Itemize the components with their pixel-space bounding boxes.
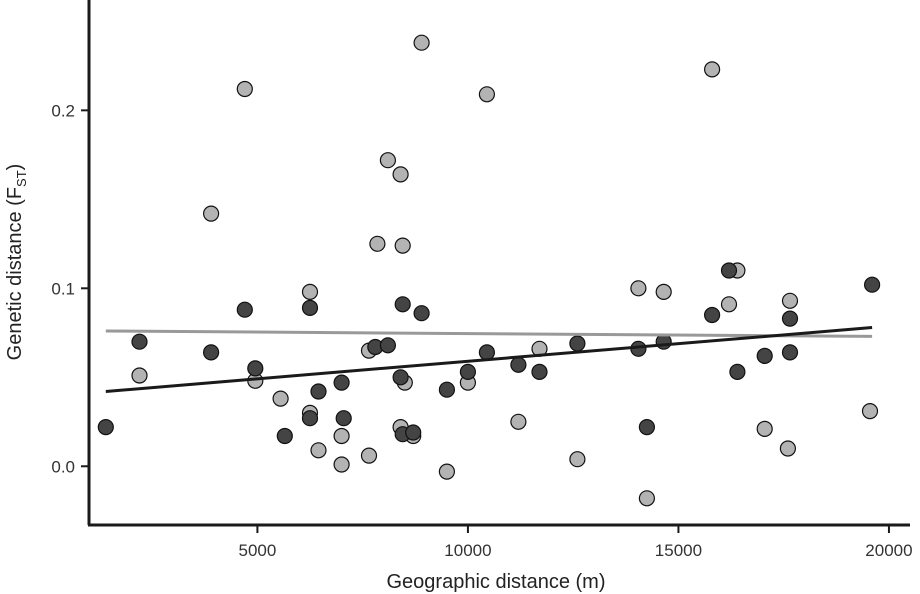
scatter-point-s1-8 [310,442,327,459]
scatter-point-s2-24 [569,335,586,352]
y-axis-title-close: ) [4,164,26,171]
scatter-point-s2-17 [405,424,422,441]
scatter-point-s2-6 [276,427,293,445]
scatter-point-s1-3 [236,80,253,98]
x-tick-label: 20000 [865,541,912,560]
scatter-point-s1-1 [131,367,148,384]
scatter-point-s2-30 [729,363,746,380]
scatter-point-s2-26 [638,419,656,436]
scatter-point-s2-18 [413,305,430,322]
scatter-point-s1-10 [333,456,350,473]
scatter-point-s2-31 [756,347,773,364]
scatter-point-s2-14 [392,369,409,386]
scatter-point-s1-26 [569,451,586,468]
scatter-point-s1-23 [478,86,495,103]
scatter-point-s1-33 [756,420,773,437]
scatter-point-s1-15 [392,166,409,183]
scatter-point-s1-29 [655,283,672,300]
scatter-point-s1-35 [781,292,799,309]
scatter-point-s2-23 [531,363,548,380]
y-axis-title-subscript: ST [14,170,29,187]
y-axis-title-main: Genetic distance (F [4,187,26,360]
scatter-point-s2-29 [720,262,738,279]
trend-line-1 [105,329,873,338]
scatter-point-s1-34 [779,440,797,457]
x-tick-label: 10000 [444,541,491,560]
scatter-point-s1-21 [438,463,455,480]
scatter-point-s1-11 [360,447,378,464]
scatter-point-s1-2 [203,205,220,222]
scatter-point-s1-31 [720,296,738,313]
scatter-point-s1-9 [333,427,350,445]
scatter-point-s2-1 [97,419,114,436]
scatter-point-s2-34 [863,276,881,293]
y-axis-title: Genetic distance (FST) [4,164,29,361]
x-tick-label: 5000 [238,541,276,560]
scatter-point-s1-16 [394,237,411,254]
plot-marks [97,34,881,507]
scatter-point-s1-5 [272,390,289,407]
scatter-point-s2-3 [203,344,220,361]
scatter-point-s2-10 [333,374,350,391]
scatter-point-s2-2 [131,333,148,350]
scatter-point-s1-28 [638,490,656,507]
scatter-point-s2-9 [310,383,327,400]
scatter-point-s1-6 [301,283,319,300]
x-axis-title: Geographic distance (m) [387,571,606,593]
scatter-point-s1-20 [413,34,430,51]
scatter-point-s1-13 [369,235,386,252]
scatter-point-s2-13 [379,337,396,354]
scatter-point-s1-36 [861,403,879,420]
scatter-point-s2-22 [510,356,527,373]
scatter-point-s2-15 [394,296,411,313]
scatter-point-s1-30 [703,61,721,78]
scatter-point-s2-21 [478,344,495,361]
scatter-point-s2-33 [781,310,799,327]
scatter-point-s1-24 [510,413,527,430]
scatter-point-s2-32 [781,344,799,361]
scatter-point-s2-5 [247,360,264,377]
trend-line-2 [105,326,873,393]
axis-ticks: 5000 10000 15000 20000 0.0 0.1 0.2 [51,101,912,560]
scatter-point-s1-27 [630,280,647,297]
y-tick-label: 0.2 [51,101,75,120]
scatter-point-s2-4 [236,301,253,318]
x-tick-label: 15000 [655,541,702,560]
scatter-point-s2-20 [459,363,476,380]
scatter-point-s2-28 [703,306,721,324]
scatter-point-s2-7 [301,299,319,316]
scatter-point-s2-19 [438,381,455,398]
y-tick-label: 0.0 [51,457,75,476]
scatter-point-s2-8 [301,410,319,427]
scatter-point-s1-14 [379,152,396,169]
scatter-point-s2-11 [335,410,352,427]
y-tick-label: 0.1 [51,279,75,298]
